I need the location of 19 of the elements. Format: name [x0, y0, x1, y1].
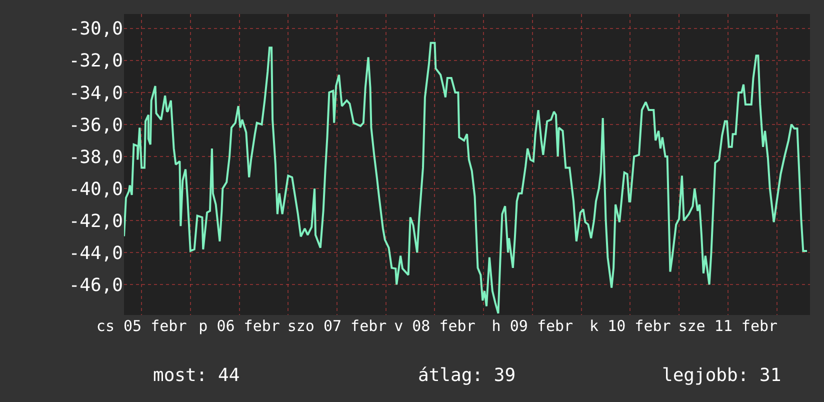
x-tick-label: p 06 febr [198, 317, 280, 335]
x-tick-label: v 08 febr [394, 317, 476, 335]
text: most: 44 [153, 365, 240, 386]
y-tick-label: -38,0 [68, 146, 123, 168]
text: legjobb: 31 [662, 365, 782, 386]
y-tick-label: -44,0 [68, 242, 123, 264]
y-tick-label: -32,0 [68, 50, 123, 72]
y-tick-label: -42,0 [68, 210, 123, 232]
y-tick-label: -34,0 [68, 82, 123, 104]
x-tick-label: cs 05 febr [96, 317, 187, 335]
y-tick-label: -40,0 [68, 178, 123, 200]
y-tick-label: -36,0 [68, 114, 123, 136]
x-tick-label: h 09 febr [492, 317, 574, 335]
y-tick-label: -46,0 [68, 274, 123, 296]
x-tick-label: szo 07 febr [287, 317, 387, 335]
y-tick-label: -30,0 [68, 18, 123, 40]
text: átlag: 39 [418, 365, 516, 386]
x-tick-label: sze 11 febr [678, 317, 778, 335]
x-tick-label: k 10 febr [590, 317, 671, 335]
